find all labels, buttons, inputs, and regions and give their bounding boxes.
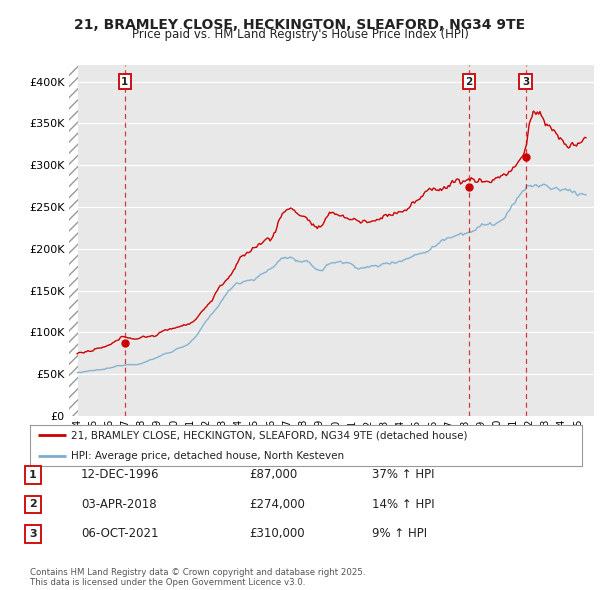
Text: 12-DEC-1996: 12-DEC-1996	[81, 468, 160, 481]
Text: Price paid vs. HM Land Registry's House Price Index (HPI): Price paid vs. HM Land Registry's House …	[131, 28, 469, 41]
Text: 14% ↑ HPI: 14% ↑ HPI	[372, 498, 434, 511]
Text: 21, BRAMLEY CLOSE, HECKINGTON, SLEAFORD, NG34 9TE: 21, BRAMLEY CLOSE, HECKINGTON, SLEAFORD,…	[74, 18, 526, 32]
Text: £87,000: £87,000	[249, 468, 297, 481]
Text: 3: 3	[29, 529, 37, 539]
Text: 06-OCT-2021: 06-OCT-2021	[81, 527, 158, 540]
Text: 21, BRAMLEY CLOSE, HECKINGTON, SLEAFORD, NG34 9TE (detached house): 21, BRAMLEY CLOSE, HECKINGTON, SLEAFORD,…	[71, 430, 468, 440]
Text: 2: 2	[465, 77, 472, 87]
Text: Contains HM Land Registry data © Crown copyright and database right 2025.
This d: Contains HM Land Registry data © Crown c…	[30, 568, 365, 587]
Text: 03-APR-2018: 03-APR-2018	[81, 498, 157, 511]
Text: 2: 2	[29, 500, 37, 509]
Text: £310,000: £310,000	[249, 527, 305, 540]
Bar	[69, 65, 79, 416]
Text: 9% ↑ HPI: 9% ↑ HPI	[372, 527, 427, 540]
Text: £274,000: £274,000	[249, 498, 305, 511]
Text: 1: 1	[29, 470, 37, 480]
Text: 37% ↑ HPI: 37% ↑ HPI	[372, 468, 434, 481]
Text: 1: 1	[121, 77, 128, 87]
Text: HPI: Average price, detached house, North Kesteven: HPI: Average price, detached house, Nort…	[71, 451, 344, 461]
Text: 3: 3	[522, 77, 529, 87]
